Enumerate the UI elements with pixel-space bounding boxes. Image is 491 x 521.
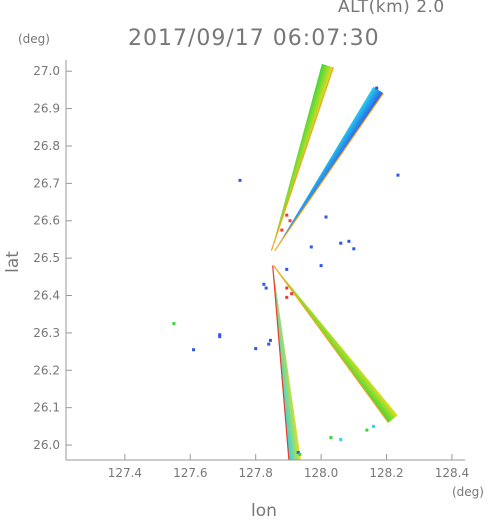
x-axis-label: lon (251, 501, 277, 521)
echo-point (309, 245, 313, 249)
plot-axes: 127.4 127.6 127.8 128.0 128.2 128.4 26.0 26.1 26… (33, 60, 469, 480)
echo-point (339, 241, 343, 245)
x-tick-label: 128.2 (369, 466, 403, 480)
echo-point (218, 335, 222, 339)
plot-area (172, 63, 400, 460)
beam-southeast (273, 265, 398, 423)
echo-point (298, 452, 302, 456)
y-tick-label: 26.9 (33, 102, 60, 116)
echo-point (319, 264, 323, 268)
echo-point (329, 436, 333, 440)
x-axis-unit: (deg) (452, 485, 484, 499)
echo-point (371, 424, 375, 428)
echo-point (285, 286, 289, 290)
echo-point (324, 215, 328, 219)
x-tick-label: 128.4 (435, 466, 469, 480)
beam-south (272, 265, 301, 460)
beam-northeast (274, 86, 384, 251)
y-tick-label: 26.3 (33, 326, 60, 340)
chart-datetime: 2017/09/17 06:07:30 (128, 26, 380, 51)
echo-point (339, 437, 343, 441)
echo-point (285, 295, 289, 299)
echo-point (285, 267, 289, 271)
y-tick-label: 26.1 (33, 401, 60, 415)
echo-point (365, 428, 369, 432)
altitude-label: ALT(km) 2.0 (338, 0, 445, 17)
beam-edge-northeast (274, 92, 384, 251)
beam-edge-southeast (273, 265, 389, 423)
echo-point (396, 173, 400, 177)
y-tick-label: 26.8 (33, 139, 60, 153)
echo-point (218, 333, 222, 337)
y-tick-label: 26.7 (33, 176, 60, 190)
y-tick-label: 26.6 (33, 214, 60, 228)
echo-point (352, 247, 356, 251)
beam-edge-south (272, 265, 290, 460)
echo-point (288, 219, 292, 223)
x-tick-label: 127.8 (239, 466, 273, 480)
echo-point (268, 338, 272, 342)
echo-point (262, 282, 266, 286)
echo-point (290, 292, 294, 296)
y-tick-label: 26.2 (33, 363, 60, 377)
echo-point (285, 213, 289, 217)
beam-group (172, 63, 400, 460)
y-tick-label: 26.5 (33, 251, 60, 265)
y-axis-label: lat (2, 251, 23, 273)
echo-point (254, 347, 258, 351)
echo-point (192, 348, 196, 352)
echo-point (267, 342, 271, 346)
echo-point (347, 239, 351, 243)
x-tick-label: 127.6 (173, 466, 207, 480)
echo-point (172, 322, 176, 326)
echo-point (375, 86, 379, 90)
y-axis-unit: (deg) (18, 32, 50, 46)
echo-point (264, 286, 268, 290)
x-tick-label: 127.4 (108, 466, 142, 480)
echo-point (280, 228, 284, 232)
beam-edge-north (270, 67, 334, 251)
x-tick-label: 128.0 (304, 466, 338, 480)
y-tick-label: 26.4 (33, 289, 60, 303)
echo-point (296, 451, 300, 455)
echo-point (238, 178, 242, 182)
y-tick-label: 26.0 (33, 438, 60, 452)
y-tick-label: 27.0 (33, 64, 60, 78)
